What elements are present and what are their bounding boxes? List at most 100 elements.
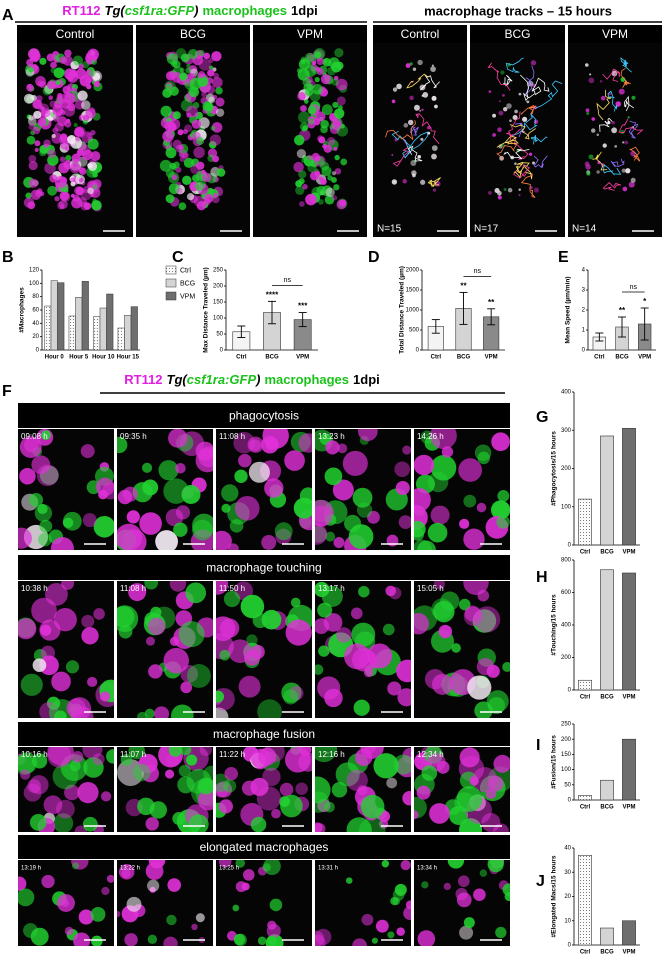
x-tick-label: Hour 0	[45, 355, 65, 361]
cell	[319, 176, 324, 181]
header-box	[568, 25, 662, 43]
cell	[302, 184, 308, 190]
cell	[47, 185, 58, 196]
cell	[279, 782, 294, 797]
cell	[51, 133, 56, 139]
cell	[173, 522, 188, 537]
cell	[274, 522, 293, 541]
cell	[336, 123, 341, 128]
x-tick-label: BCG	[615, 355, 629, 361]
cell	[420, 137, 424, 141]
cell	[352, 487, 373, 508]
cell	[533, 187, 540, 193]
cell	[416, 785, 431, 800]
x-tick-label: Hour 15	[117, 355, 140, 361]
cell	[49, 100, 57, 108]
cell	[179, 67, 185, 73]
bar	[622, 572, 636, 691]
cell	[18, 618, 37, 640]
cell	[502, 661, 510, 672]
cell	[324, 467, 343, 486]
cell	[396, 83, 402, 90]
cell	[421, 881, 429, 889]
cell	[139, 512, 162, 535]
cell	[53, 813, 74, 832]
cell	[158, 460, 179, 481]
cell	[128, 747, 145, 760]
cell	[307, 118, 315, 125]
cell	[318, 199, 324, 205]
y-axis-label: #Phagocytosis/15 hours	[551, 431, 558, 506]
cell	[304, 99, 309, 104]
cell	[49, 174, 58, 183]
cell	[71, 197, 83, 209]
cell	[463, 528, 485, 550]
cell	[328, 57, 340, 69]
cell	[28, 67, 34, 73]
cell	[66, 71, 79, 83]
y-tick-label: 600	[561, 590, 572, 596]
cell	[402, 445, 411, 455]
header-box	[18, 555, 510, 580]
cell	[334, 48, 344, 58]
cell	[325, 440, 340, 455]
timestamp: 13:25 h	[219, 866, 239, 872]
title-part: Tg(	[105, 3, 127, 18]
micrograph-content	[584, 57, 654, 232]
cell	[387, 931, 395, 939]
cell	[397, 688, 411, 707]
cell	[215, 86, 223, 95]
cell	[514, 162, 517, 165]
cell	[52, 115, 60, 122]
x-tick-label: VPM	[296, 355, 309, 361]
cell	[155, 530, 178, 550]
cell	[235, 860, 245, 868]
cell	[373, 753, 399, 779]
cell	[431, 64, 434, 67]
y-tick-label: 400	[561, 623, 572, 629]
y-tick-label: 100	[213, 316, 224, 322]
comparison-label: ns	[630, 284, 638, 291]
panel-letter: H	[536, 569, 548, 586]
cell	[352, 938, 367, 946]
cell	[447, 860, 465, 869]
y-tick-label: 10	[564, 918, 571, 924]
cell	[247, 436, 264, 453]
cell	[80, 444, 95, 459]
cell	[427, 131, 431, 135]
cell	[122, 486, 138, 502]
title-part: Tg(	[167, 372, 189, 387]
cell	[293, 134, 305, 146]
y-tick-label: 50	[216, 332, 223, 338]
comparison-label: ns	[284, 277, 292, 284]
cell	[70, 181, 76, 187]
cell	[82, 513, 97, 528]
cell	[178, 621, 205, 648]
cell	[473, 606, 501, 633]
cell	[355, 748, 373, 767]
cell	[162, 130, 174, 143]
cell	[431, 673, 454, 695]
cell	[600, 95, 606, 101]
cell	[248, 461, 270, 483]
y-tick-label: 0	[568, 543, 572, 549]
cell	[165, 83, 172, 90]
cell	[430, 429, 457, 450]
micrograph-content	[18, 860, 114, 946]
x-tick-label: Ctrl	[580, 805, 591, 811]
cell	[487, 697, 506, 715]
cell	[71, 751, 84, 763]
cell	[196, 136, 205, 145]
cell	[353, 699, 370, 716]
timestamp: 11:07 h	[120, 750, 146, 759]
cell	[40, 624, 52, 636]
bar	[622, 920, 636, 946]
cell	[396, 659, 411, 683]
cell	[414, 454, 435, 476]
track	[496, 135, 517, 161]
cell	[86, 83, 92, 90]
cell	[175, 144, 184, 153]
cell	[497, 127, 502, 133]
cell	[526, 100, 530, 104]
cell	[181, 484, 201, 504]
